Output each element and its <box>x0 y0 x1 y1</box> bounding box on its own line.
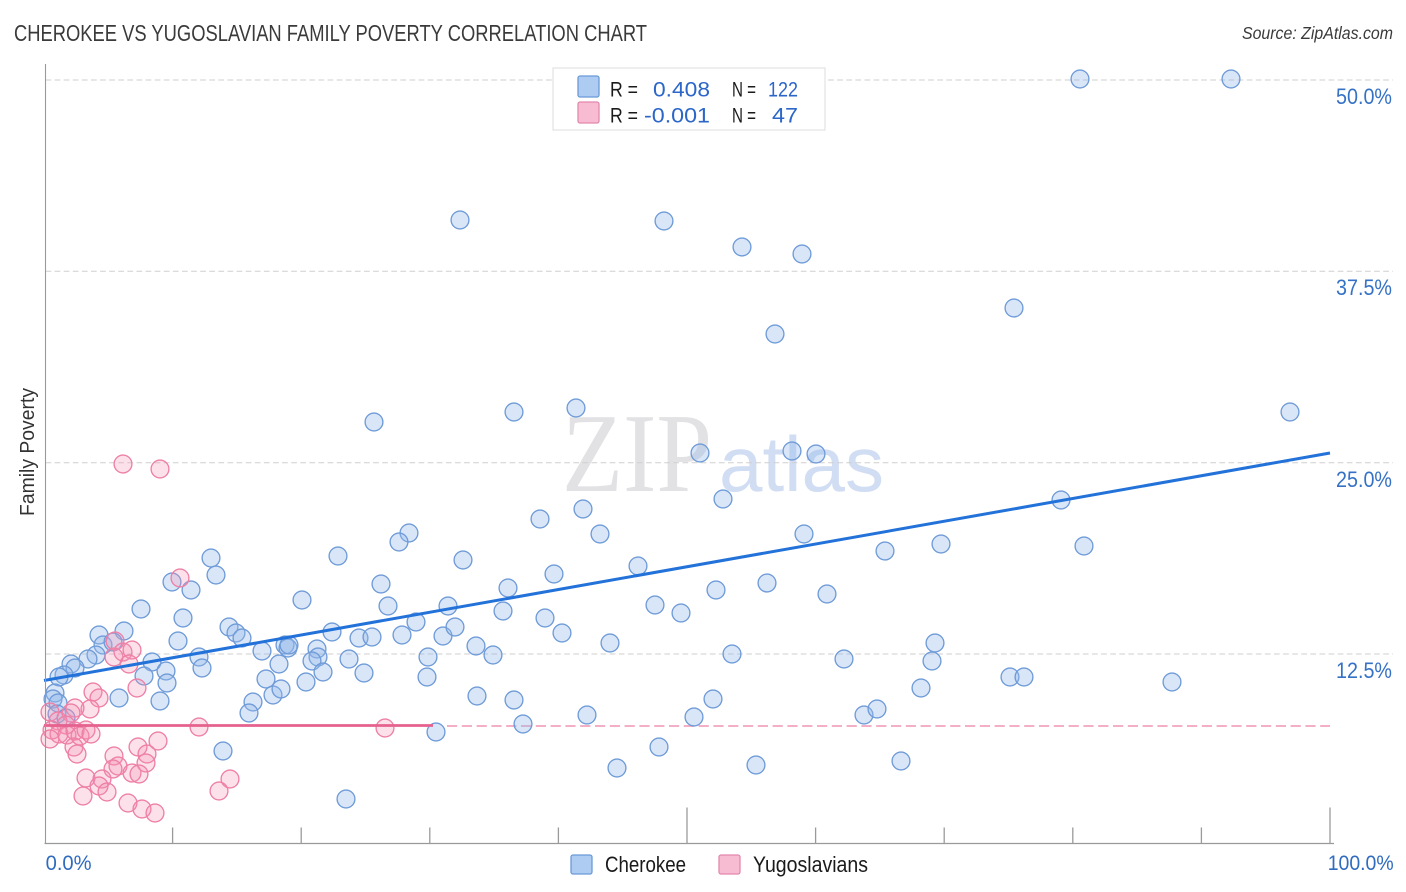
svg-text:100.0%: 100.0% <box>1328 852 1394 875</box>
svg-text:Yugoslavians: Yugoslavians <box>753 852 868 877</box>
svg-text:R =: R = <box>610 105 638 128</box>
svg-text:25.0%: 25.0% <box>1336 467 1392 492</box>
svg-text:0.408: 0.408 <box>653 79 710 102</box>
svg-text:37.5%: 37.5% <box>1336 275 1392 300</box>
svg-text:atlas: atlas <box>719 420 884 508</box>
svg-text:Source: ZipAtlas.com: Source: ZipAtlas.com <box>1242 23 1393 43</box>
svg-text:ZIP: ZIP <box>562 392 712 516</box>
svg-text:CHEROKEE VS YUGOSLAVIAN FAMILY: CHEROKEE VS YUGOSLAVIAN FAMILY POVERTY C… <box>14 20 647 46</box>
svg-text:47: 47 <box>772 105 798 128</box>
svg-text:R =: R = <box>610 79 638 102</box>
svg-text:50.0%: 50.0% <box>1336 84 1392 109</box>
svg-text:-0.001: -0.001 <box>644 105 710 128</box>
svg-text:Cherokee: Cherokee <box>605 852 686 877</box>
svg-text:12.5%: 12.5% <box>1336 658 1392 683</box>
svg-text:Family Poverty: Family Poverty <box>17 388 39 516</box>
svg-text:122: 122 <box>768 79 798 102</box>
svg-text:0.0%: 0.0% <box>46 852 92 875</box>
svg-text:N =: N = <box>732 105 756 128</box>
svg-text:N =: N = <box>732 79 756 102</box>
